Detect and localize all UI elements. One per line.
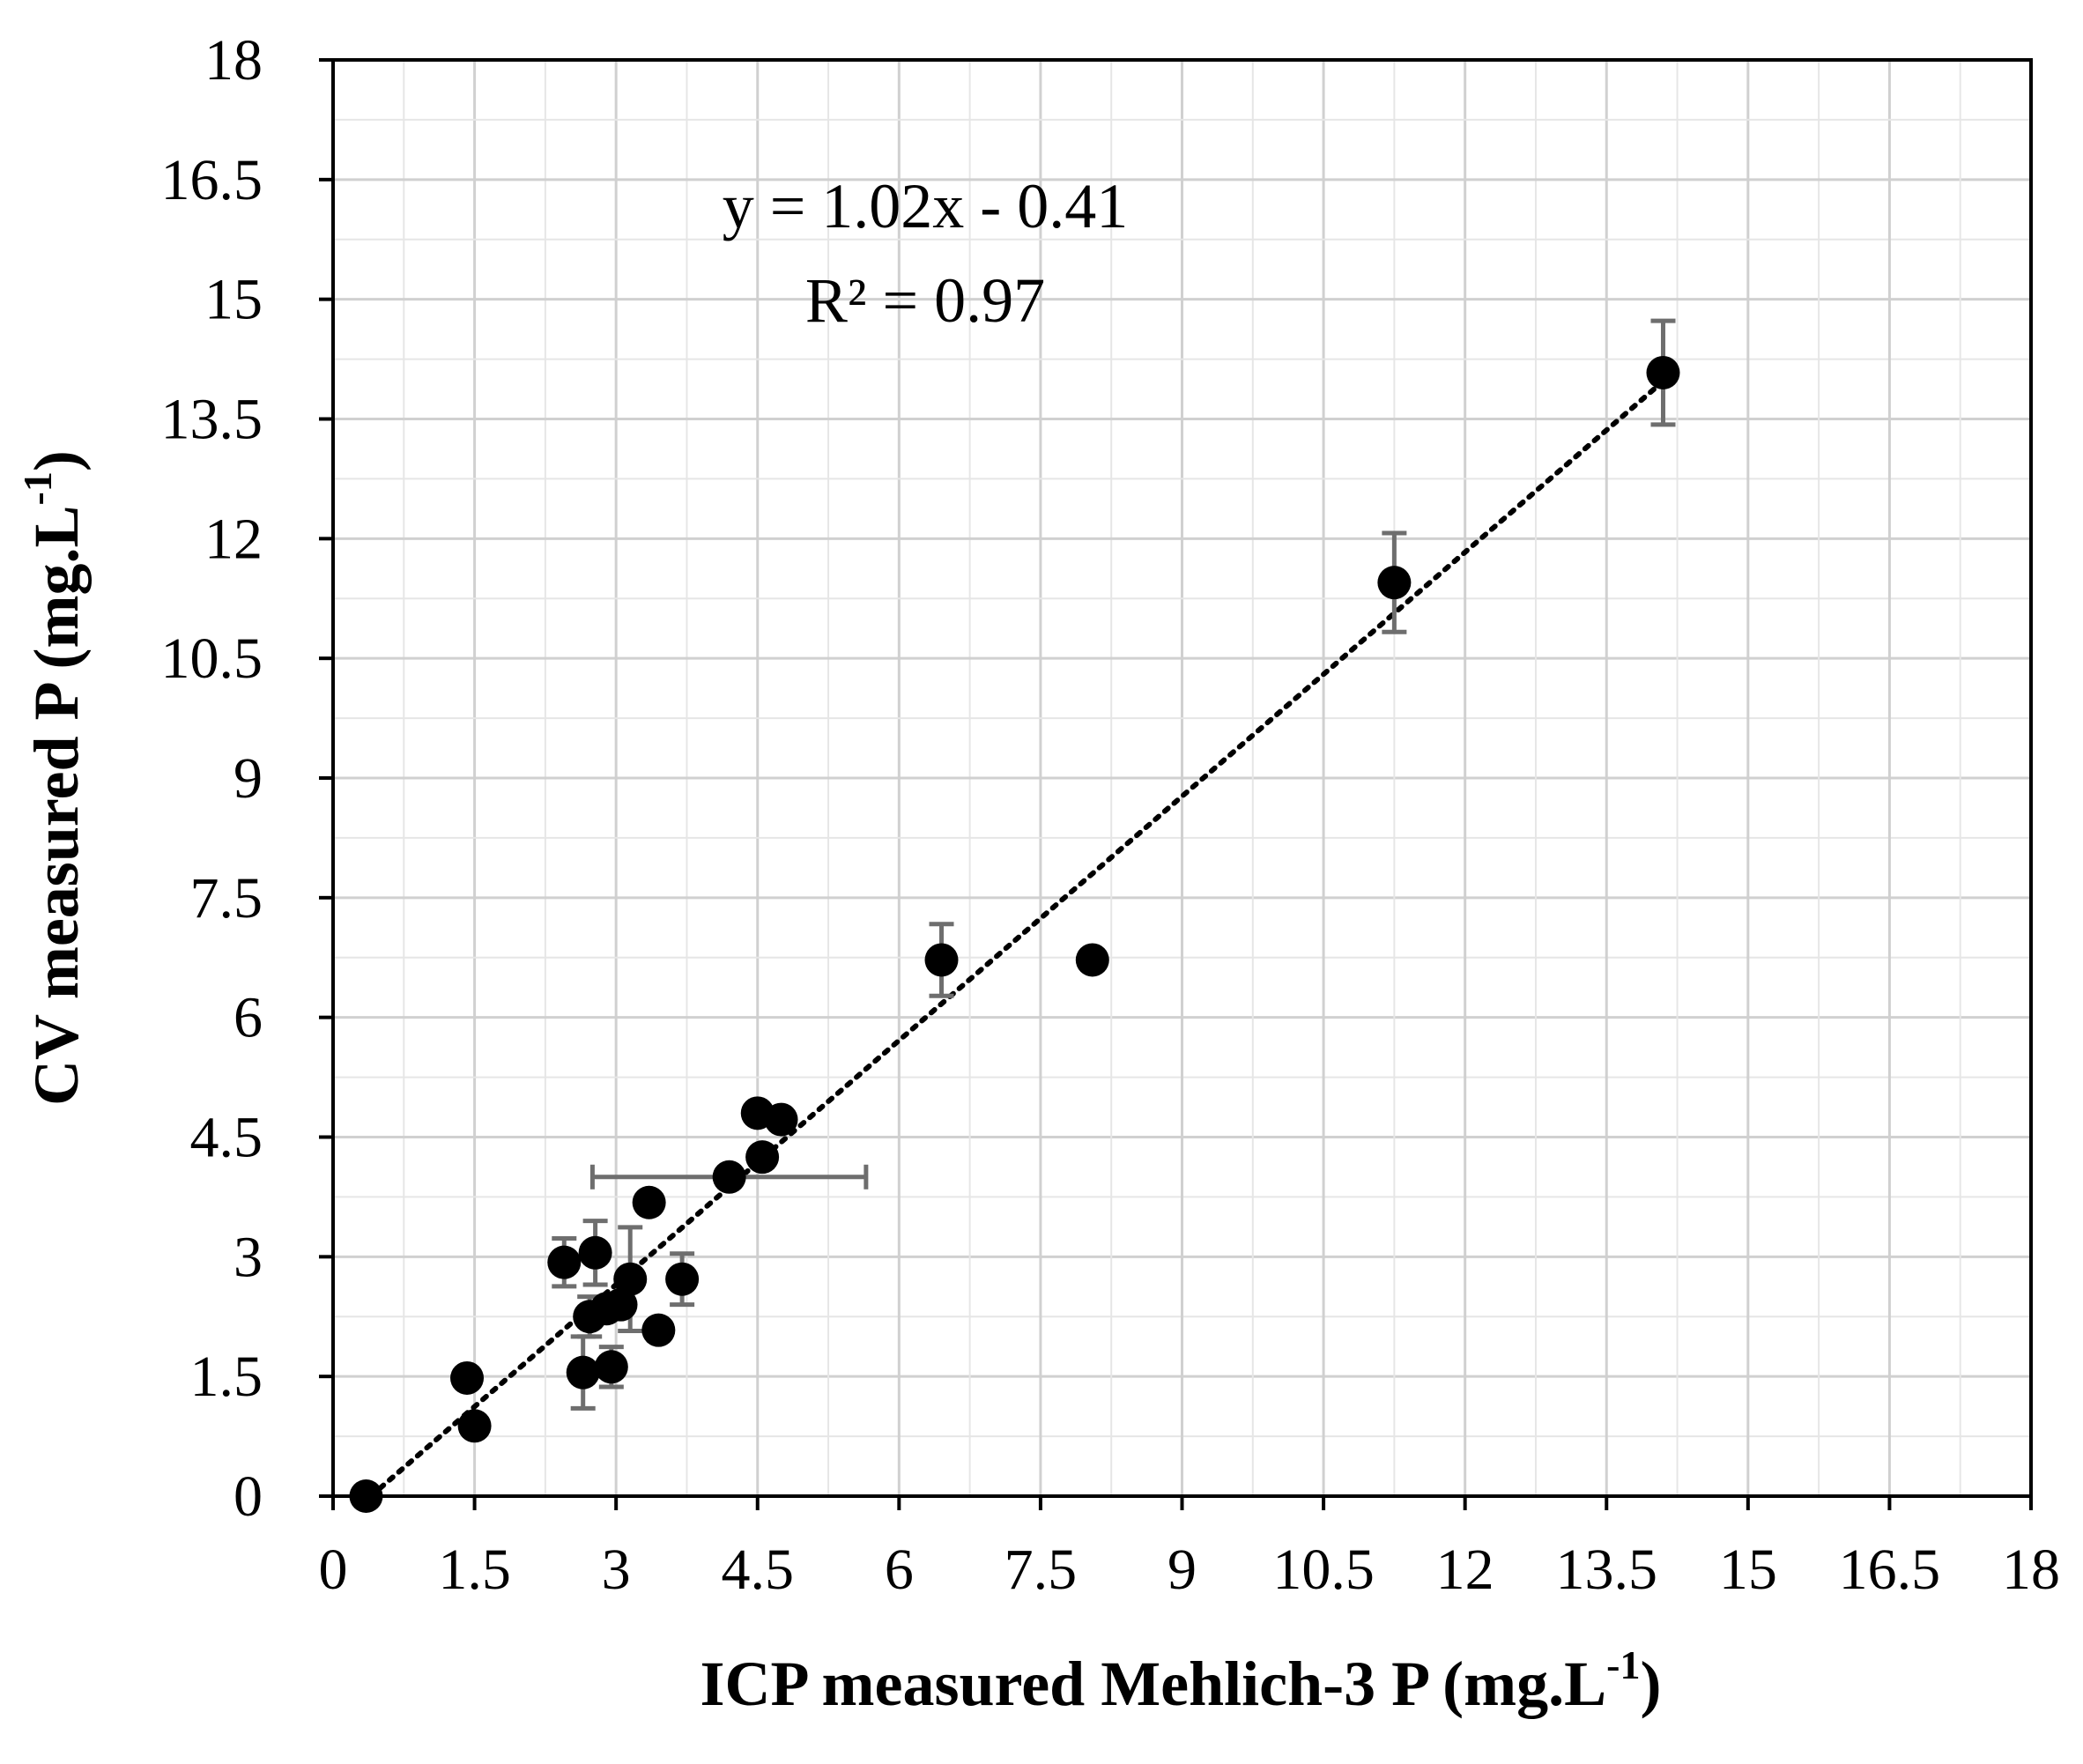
y-axis-title: CV measured P (mg.L-1): [15, 450, 92, 1106]
x-tick-label: 13.5: [1556, 1538, 1658, 1602]
x-tick-labels: 0 1.5 3 4.5 6 7.5 9 10.5 12 13.5 15 16.5 18: [319, 1496, 2060, 1602]
y-tick-label: 9: [234, 746, 263, 811]
x-tick-label: 3: [602, 1538, 631, 1602]
data-point: [1646, 355, 1680, 389]
data-point: [665, 1262, 700, 1296]
x-tick-label: 1.5: [438, 1538, 511, 1602]
x-tick-label: 10.5: [1272, 1538, 1375, 1602]
x-tick-label: 16.5: [1839, 1538, 1941, 1602]
data-point: [641, 1313, 676, 1347]
y-tick-label: 4.5: [190, 1106, 263, 1170]
y-tick-label: 18: [204, 28, 263, 93]
x-tick-label: 4.5: [722, 1538, 795, 1602]
y-axis-title-superscript: -1: [15, 471, 60, 505]
data-point: [604, 1287, 638, 1322]
x-tick-label: 7.5: [1004, 1538, 1078, 1602]
data-point: [712, 1160, 746, 1194]
y-tick-label: 0: [234, 1464, 263, 1529]
errorbar-layer: [552, 318, 1676, 1411]
x-axis-title-superscript: -1: [1606, 1642, 1640, 1687]
r-squared-label: R² = 0.97: [805, 265, 1045, 336]
data-point: [1377, 566, 1412, 600]
y-axis-title-close: ): [21, 450, 92, 471]
data-point: [924, 943, 959, 977]
y-axis-title-text: CV measured P (mg.L: [21, 505, 92, 1105]
y-tick-label: 15: [204, 268, 263, 332]
data-point: [547, 1245, 582, 1279]
y-tick-label: 12: [204, 507, 263, 571]
y-tick-label: 7.5: [190, 866, 263, 930]
x-tick-label: 12: [1436, 1538, 1494, 1602]
x-tick-label: 6: [885, 1538, 914, 1602]
y-tick-labels: 0 1.5 3 4.5 6 7.5 9 10.5 12 13.5 15 16.5 18: [161, 28, 333, 1529]
data-point: [457, 1409, 492, 1443]
point-layer: [349, 355, 1680, 1513]
x-tick-label: 18: [2002, 1538, 2060, 1602]
data-point: [450, 1360, 485, 1395]
grid-lines: [333, 60, 2031, 1496]
x-axis-title: ICP measured Mehlich-3 P (mg.L-1): [701, 1642, 1662, 1719]
trendline-layer: [367, 378, 1666, 1499]
data-point: [566, 1355, 600, 1390]
data-point: [632, 1185, 666, 1219]
y-tick-label: 16.5: [161, 148, 263, 212]
x-tick-label: 15: [1719, 1538, 1777, 1602]
y-tick-label: 6: [234, 986, 263, 1050]
y-tick-label: 10.5: [161, 626, 263, 691]
trendline: [367, 378, 1666, 1499]
data-point: [1075, 943, 1109, 977]
x-tick-label: 9: [1168, 1538, 1197, 1602]
data-point: [578, 1235, 612, 1270]
data-point: [764, 1102, 798, 1137]
regression-equation: y = 1.02x - 0.41: [723, 171, 1129, 241]
data-point: [613, 1262, 648, 1296]
data-point: [745, 1140, 780, 1175]
y-tick-label: 13.5: [161, 388, 263, 452]
x-axis-title-close: ): [1640, 1649, 1661, 1719]
y-tick-label: 3: [234, 1225, 263, 1289]
x-axis-title-text: ICP measured Mehlich-3 P (mg.L: [701, 1649, 1607, 1719]
y-tick-label: 1.5: [190, 1345, 263, 1409]
data-point: [594, 1350, 628, 1384]
x-tick-label: 0: [319, 1538, 348, 1602]
